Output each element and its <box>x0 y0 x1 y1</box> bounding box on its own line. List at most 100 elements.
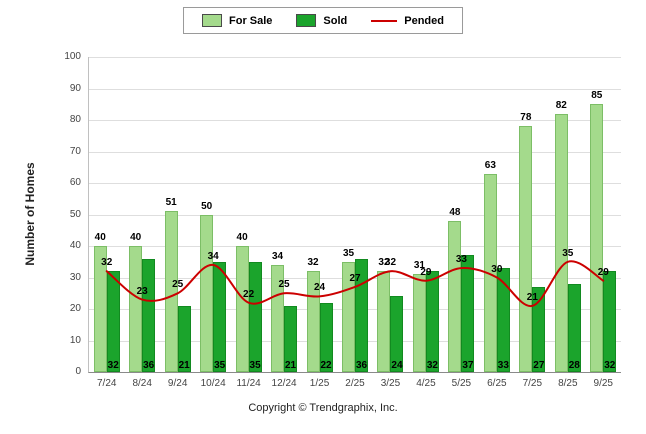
pended-value-label: 27 <box>349 272 361 284</box>
legend-label-for-sale: For Sale <box>229 14 273 27</box>
x-tick-label: 7/25 <box>522 378 543 389</box>
for-sale-bar <box>164 211 178 372</box>
y-tick-label: 90 <box>69 82 81 94</box>
pended-value-label: 33 <box>455 254 467 266</box>
for-sale-value-label: 78 <box>520 112 532 124</box>
y-tick-label: 20 <box>69 303 81 314</box>
legend-label-pended: Pended <box>404 14 444 27</box>
for-sale-value-label: 50 <box>201 200 213 212</box>
sold-value-label: 35 <box>214 360 226 371</box>
gridline <box>89 246 621 247</box>
pended-value-label: 24 <box>313 282 326 294</box>
sold-bar <box>425 271 439 372</box>
pended-value-label: 21 <box>526 291 538 303</box>
plot-area: 0 10 20 30 40 50 60 70 80 90 100 40 32 32 7/24 40 36 23 8/… <box>64 51 621 389</box>
x-tick-label: 2/25 <box>345 378 365 389</box>
pended-value-label: 23 <box>136 285 148 297</box>
for-sale-value-label: 34 <box>272 250 284 262</box>
sold-value-label: 33 <box>497 360 509 371</box>
for-sale-bar <box>554 113 568 372</box>
x-tick-label: 11/24 <box>236 378 261 389</box>
for-sale-value-label: 48 <box>449 206 461 218</box>
x-tick-label: 6/25 <box>487 378 507 389</box>
legend-item-sold: Sold <box>296 14 347 27</box>
x-tick-label: 9/25 <box>593 378 613 389</box>
for-sale-value-label: 63 <box>484 159 496 171</box>
x-tick-label: 8/24 <box>132 378 152 389</box>
for-sale-value-label: 35 <box>342 247 355 259</box>
for-sale-bar <box>412 274 426 372</box>
x-tick-label: 12/24 <box>271 378 297 389</box>
x-tick-label: 8/25 <box>558 378 578 389</box>
for-sale-bar <box>377 271 391 372</box>
sold-bar <box>213 261 227 372</box>
for-sale-value-label: 40 <box>236 232 248 243</box>
sold-value-label: 36 <box>355 360 368 371</box>
x-tick-label: 5/25 <box>451 378 472 389</box>
x-tick-label: 9/24 <box>167 378 188 389</box>
x-tick-label: 7/24 <box>96 378 117 389</box>
x-tick-label: 4/25 <box>416 378 436 389</box>
for-sale-bar <box>448 220 462 372</box>
sold-bar <box>142 258 156 372</box>
sold-bar <box>461 255 475 372</box>
gridline <box>89 120 621 121</box>
pended-value-label: 22 <box>243 288 255 300</box>
x-tick-label: 3/25 <box>380 378 401 389</box>
x-tick-label: 1/25 <box>309 378 330 389</box>
for-sale-bar <box>519 126 533 372</box>
y-tick-label: 10 <box>69 334 81 346</box>
y-tick-label: 70 <box>69 145 81 157</box>
for-sale-value-label: 82 <box>555 99 567 111</box>
y-tick-label: 0 <box>75 366 81 377</box>
sold-value-label: 36 <box>143 360 155 371</box>
legend-item-for-sale: For Sale <box>202 14 272 27</box>
y-tick-label: 100 <box>64 51 81 62</box>
sold-swatch-icon <box>296 14 317 27</box>
for-sale-bar <box>93 246 107 372</box>
gridline <box>89 88 621 90</box>
sold-value-label: 28 <box>568 360 580 371</box>
legend-item-pended: Pended <box>371 15 444 27</box>
y-tick-label: 80 <box>69 114 81 125</box>
legend-label-sold: Sold <box>323 14 348 27</box>
sold-value-label: 22 <box>320 360 332 371</box>
gridline <box>89 57 621 58</box>
sold-bar <box>567 283 581 372</box>
pended-line-swatch-icon <box>371 19 398 22</box>
pended-value-label: 29 <box>420 266 432 278</box>
y-tick-label: 60 <box>69 177 81 188</box>
sold-bar <box>248 261 262 372</box>
sold-bar <box>603 271 617 372</box>
pended-value-label: 29 <box>597 266 609 278</box>
for-sale-value-label: 40 <box>130 232 142 243</box>
pended-value-label: 34 <box>207 250 219 262</box>
y-tick-label: 30 <box>69 271 81 283</box>
sold-value-label: 21 <box>285 360 297 371</box>
pended-value-label: 32 <box>101 257 113 269</box>
y-tick-label: 40 <box>69 240 81 251</box>
pended-value-label: 25 <box>172 279 184 291</box>
y-axis-title: Number of Homes <box>23 162 37 266</box>
gridline <box>89 151 621 153</box>
pended-value-label: 30 <box>491 263 503 275</box>
sold-value-label: 21 <box>178 360 190 371</box>
for-sale-value-label: 85 <box>591 90 603 102</box>
for-sale-value-label: 40 <box>94 232 106 243</box>
y-tick-label: 50 <box>69 208 81 220</box>
for-sale-value-label: 51 <box>165 197 177 209</box>
pended-value-label: 32 <box>384 257 397 269</box>
for-sale-value-label: 32 <box>307 257 319 269</box>
sold-bar <box>106 271 120 372</box>
pended-value-label: 35 <box>562 247 574 259</box>
sold-value-label: 32 <box>107 360 119 371</box>
sold-bar <box>496 268 510 372</box>
sold-value-label: 32 <box>604 360 616 371</box>
x-tick-label: 10/24 <box>200 378 226 389</box>
copyright-text: Copyright © Trendgraphix, Inc. <box>248 402 398 414</box>
legend: For Sale Sold Pended <box>183 7 463 34</box>
sold-value-label: 32 <box>426 360 438 371</box>
for-sale-bar <box>200 214 214 372</box>
gridline <box>89 183 621 184</box>
sold-value-label: 24 <box>391 360 403 371</box>
